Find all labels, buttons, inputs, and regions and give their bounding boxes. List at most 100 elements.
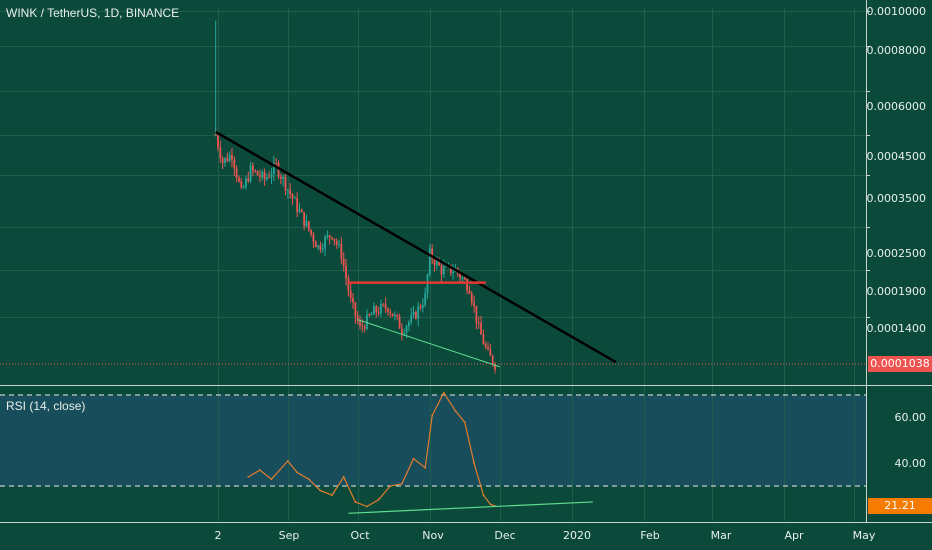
rsi-point (366, 505, 368, 508)
x-tick-label: 2 (214, 529, 222, 542)
candle-body (312, 234, 315, 242)
y-tick-label: 0.0010000 (866, 5, 927, 18)
candle-body (305, 221, 308, 227)
candle-body (345, 266, 347, 279)
candle-body (466, 279, 468, 291)
candle-body (321, 248, 324, 250)
candle-body (268, 177, 271, 179)
candle-body (421, 305, 424, 308)
candle-body (366, 314, 368, 329)
candle-body (289, 189, 292, 195)
candle-body (484, 344, 487, 347)
candle-body (380, 304, 382, 314)
candle-body (272, 162, 275, 175)
rsi-band-fill (0, 395, 866, 486)
candle-body (314, 241, 317, 248)
rsi-point (463, 421, 466, 424)
candle-body (445, 265, 448, 267)
candle-body (256, 171, 259, 176)
candle-body (440, 265, 443, 275)
candle-body (270, 174, 273, 178)
candle-body (363, 326, 366, 329)
candle-body (375, 306, 378, 313)
rsi-point (412, 457, 415, 460)
candle-body (249, 165, 252, 182)
candle-body (452, 271, 455, 274)
candle-body (228, 155, 231, 162)
candle-body (224, 157, 226, 163)
candle-body (433, 259, 436, 266)
candle-body (405, 326, 408, 333)
rsi-line (247, 391, 496, 508)
candle-body (347, 278, 350, 291)
rsi-point (286, 460, 289, 462)
rsi-point (424, 466, 427, 469)
candle-body (349, 290, 352, 298)
x-tick-label: Oct (350, 529, 370, 542)
y-tick-label: 0.0001400 (866, 322, 927, 335)
x-tick-label: Feb (640, 529, 660, 542)
candle-body (475, 305, 478, 323)
candle-body (438, 260, 441, 266)
candle-body (235, 168, 238, 178)
last-price-badge: 0.0001038 (868, 356, 932, 372)
candle-body (219, 147, 222, 159)
candle-body (391, 313, 394, 317)
candle-body (470, 293, 473, 303)
rsi-point (473, 462, 475, 465)
x-tick-label: Apr (784, 529, 804, 542)
candle-body (263, 172, 266, 180)
candle-body (277, 162, 280, 177)
candle-body (293, 197, 296, 199)
candle-body (291, 194, 294, 199)
candle-body (335, 241, 338, 245)
y-tick-label: 0.0003500 (866, 192, 927, 205)
candle-body (279, 176, 282, 179)
candle-body (389, 311, 392, 314)
rsi-tick-label: 60.00 (894, 411, 927, 424)
candle-body (298, 209, 301, 212)
candle-body (482, 334, 485, 345)
candle-body (242, 187, 245, 189)
candle-body (356, 315, 359, 322)
rsi-tick-label: 40.00 (894, 457, 927, 470)
candle-body (435, 260, 438, 266)
rsi-value-badge: 21.21 (868, 498, 932, 514)
rsi-divergence-line (348, 501, 593, 514)
candle-body (403, 332, 406, 334)
candle-body (326, 235, 329, 238)
candle-body (226, 157, 229, 162)
candle-body (373, 306, 375, 315)
candle-body (428, 248, 431, 275)
candle-body (261, 172, 264, 178)
candle-body (449, 265, 452, 274)
candle-body (221, 158, 224, 163)
candle-body (370, 314, 373, 316)
candle-body (361, 325, 364, 327)
candle-body (461, 277, 464, 279)
support-line (357, 319, 500, 368)
y-tick-label: 0.0008000 (866, 44, 927, 57)
rsi-point (296, 471, 299, 474)
candle-body (217, 135, 219, 148)
candle-body (431, 248, 434, 260)
candle-body (401, 328, 403, 334)
candle-body (275, 162, 278, 164)
candle-body (398, 316, 401, 329)
candle-body (384, 304, 387, 309)
rsi-point (454, 410, 457, 412)
candle-body (487, 346, 489, 350)
candle-body (296, 197, 299, 212)
candle-body (324, 237, 326, 249)
rsi-point (307, 478, 310, 481)
candle-body (491, 355, 494, 365)
rsi-point (331, 494, 333, 496)
rsi-point (482, 494, 485, 496)
rsi-point (377, 498, 380, 501)
rsi-point (319, 489, 322, 492)
candle-body (252, 165, 254, 171)
candle-body (412, 311, 415, 315)
candle-body (238, 177, 240, 182)
